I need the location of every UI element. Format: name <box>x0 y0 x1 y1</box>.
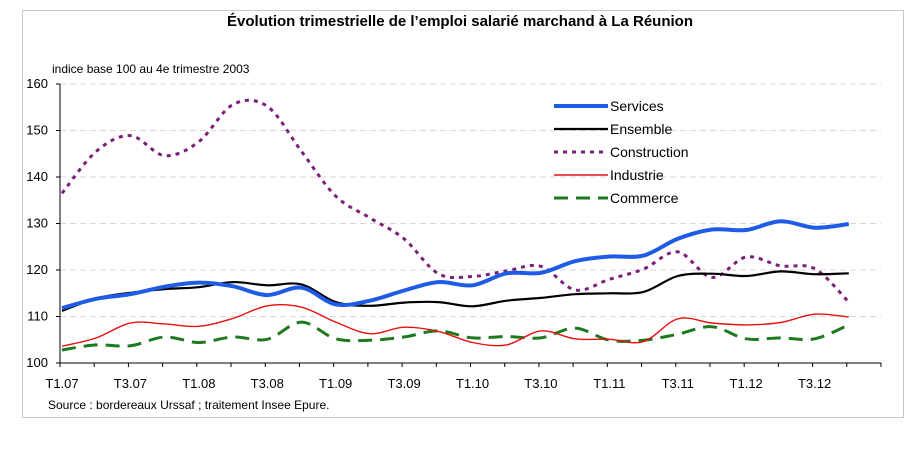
chart-title: Évolution trimestrielle de l’emploi sala… <box>227 13 693 30</box>
series-line-ensemble <box>61 270 849 312</box>
legend-label-industrie: Industrie <box>610 167 664 183</box>
series-line-services <box>61 219 850 311</box>
series-line-industrie <box>61 303 849 347</box>
axes: 100 110 120 130 140 150 160 T1.07 T3.07 T1.08 T3.0… <box>26 76 882 391</box>
x-tick-label: T1.09 <box>319 376 352 391</box>
legend-label-services: Services <box>610 98 664 114</box>
source-note: Source : bordereaux Urssaf ; traitement … <box>48 398 330 412</box>
x-tick-label: T3.10 <box>524 376 557 391</box>
legend-label-commerce: Commerce <box>610 190 679 206</box>
y-tick-label: 120 <box>26 262 48 277</box>
x-tick-label: T1.07 <box>45 376 78 391</box>
x-tick-label: T3.07 <box>114 376 147 391</box>
legend-label-construction: Construction <box>610 144 689 160</box>
x-tick-label: T1.11 <box>593 376 625 391</box>
y-tick-label: 150 <box>26 123 48 138</box>
legend-label-ensemble: Ensemble <box>610 121 672 137</box>
x-tick-label: T3.12 <box>798 376 831 391</box>
series-line-construction <box>60 98 850 304</box>
x-tick-label: T3.11 <box>662 376 694 391</box>
x-tick-label: T3.08 <box>251 376 284 391</box>
legend: Services Ensemble Construction Industrie Com… <box>554 98 689 206</box>
y-axis-unit-label: indice base 100 au 4e trimestre 2003 <box>52 62 250 76</box>
y-tick-label: 160 <box>26 76 48 91</box>
chart-frame <box>22 10 904 418</box>
grid-lines <box>60 83 881 317</box>
y-tick-label: 110 <box>27 309 48 324</box>
x-tick-label: T1.08 <box>182 376 215 391</box>
x-tick-label: T3.09 <box>387 376 420 391</box>
series-lines <box>60 98 850 352</box>
series-line-commerce <box>61 320 850 352</box>
x-tick-label: T1.10 <box>456 376 489 391</box>
y-tick-label: 100 <box>26 355 48 370</box>
y-tick-label: 130 <box>26 216 48 231</box>
x-tick-label: T1.12 <box>730 376 763 391</box>
y-tick-label: 140 <box>26 169 48 184</box>
